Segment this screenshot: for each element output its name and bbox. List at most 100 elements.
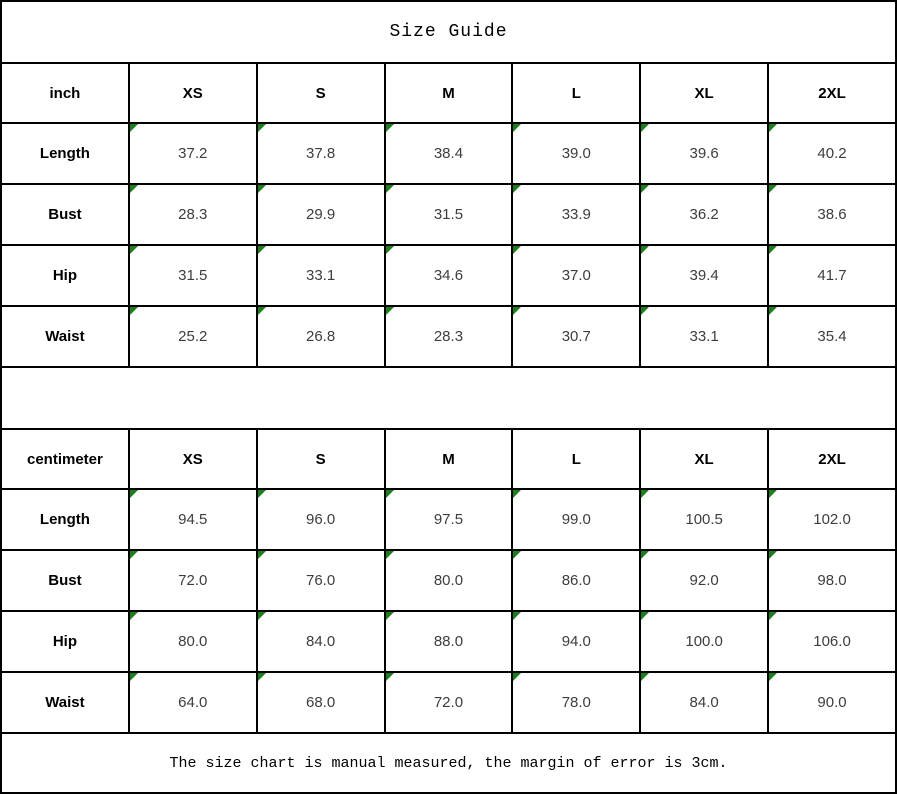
measure-label-cell: Waist bbox=[0, 671, 130, 734]
cell-flag-icon bbox=[514, 674, 522, 681]
size-value-cell: 33.9 bbox=[511, 183, 642, 246]
size-value-cell: 31.5 bbox=[383, 183, 514, 246]
cell-flag-icon bbox=[386, 613, 394, 620]
cell-flag-icon bbox=[386, 308, 394, 315]
table-row: Bust 72.0 76.0 80.0 86.0 92.0 98.0 bbox=[0, 549, 897, 612]
cell-flag-icon bbox=[514, 186, 522, 193]
size-value-cell: 72.0 bbox=[383, 671, 514, 734]
cell-flag-icon bbox=[258, 308, 266, 315]
cell-flag-icon bbox=[770, 308, 778, 315]
cell-flag-icon bbox=[642, 613, 650, 620]
size-value-cell: 28.3 bbox=[127, 183, 258, 246]
measure-label-cell: Bust bbox=[0, 183, 130, 246]
unit-header-cell: inch bbox=[0, 62, 130, 124]
cell-flag-icon bbox=[642, 247, 650, 254]
measure-label-cell: Hip bbox=[0, 610, 130, 673]
size-value-cell: 96.0 bbox=[255, 488, 386, 551]
size-value-cell: 30.7 bbox=[511, 305, 642, 368]
size-value-cell: 37.2 bbox=[127, 122, 258, 185]
size-header-cell: S bbox=[255, 428, 386, 490]
cell-flag-icon bbox=[642, 308, 650, 315]
measure-label-cell: Bust bbox=[0, 549, 130, 612]
cell-flag-icon bbox=[386, 125, 394, 132]
cell-flag-icon bbox=[130, 613, 138, 620]
size-value-cell: 94.5 bbox=[127, 488, 258, 551]
size-value-cell: 26.8 bbox=[255, 305, 386, 368]
size-value-cell: 72.0 bbox=[127, 549, 258, 612]
size-value-cell: 38.4 bbox=[383, 122, 514, 185]
cell-flag-icon bbox=[258, 674, 266, 681]
cell-flag-icon bbox=[130, 125, 138, 132]
size-header-cell: XS bbox=[127, 62, 258, 124]
cell-flag-icon bbox=[130, 674, 138, 681]
cell-flag-icon bbox=[642, 491, 650, 498]
table-row: Hip 31.5 33.1 34.6 37.0 39.4 41.7 bbox=[0, 244, 897, 307]
footer-row: The size chart is manual measured, the m… bbox=[0, 732, 897, 794]
cell-flag-icon bbox=[770, 552, 778, 559]
size-value-cell: 100.0 bbox=[639, 610, 770, 673]
cell-flag-icon bbox=[258, 186, 266, 193]
table-row: Length 94.5 96.0 97.5 99.0 100.5 102.0 bbox=[0, 488, 897, 551]
size-value-cell: 99.0 bbox=[511, 488, 642, 551]
size-value-cell: 41.7 bbox=[767, 244, 897, 307]
cell-flag-icon bbox=[130, 186, 138, 193]
spacer-cell bbox=[0, 366, 897, 430]
cell-flag-icon bbox=[642, 552, 650, 559]
cell-flag-icon bbox=[514, 613, 522, 620]
footer-note: The size chart is manual measured, the m… bbox=[0, 732, 897, 794]
size-header-cell: XS bbox=[127, 428, 258, 490]
cell-flag-icon bbox=[770, 674, 778, 681]
cell-flag-icon bbox=[514, 491, 522, 498]
measure-label-cell: Waist bbox=[0, 305, 130, 368]
size-value-cell: 76.0 bbox=[255, 549, 386, 612]
size-header-cell: XL bbox=[639, 62, 770, 124]
size-value-cell: 84.0 bbox=[255, 610, 386, 673]
cell-flag-icon bbox=[258, 247, 266, 254]
size-value-cell: 39.4 bbox=[639, 244, 770, 307]
cell-flag-icon bbox=[770, 613, 778, 620]
page-title: Size Guide bbox=[0, 0, 897, 64]
measure-label-cell: Length bbox=[0, 122, 130, 185]
table-row: Hip 80.0 84.0 88.0 94.0 100.0 106.0 bbox=[0, 610, 897, 673]
cell-flag-icon bbox=[770, 125, 778, 132]
centimeter-header-row: centimeter XS S M L XL 2XL bbox=[0, 428, 897, 490]
cell-flag-icon bbox=[770, 491, 778, 498]
size-value-cell: 39.6 bbox=[639, 122, 770, 185]
cell-flag-icon bbox=[514, 125, 522, 132]
size-value-cell: 35.4 bbox=[767, 305, 897, 368]
size-value-cell: 106.0 bbox=[767, 610, 897, 673]
cell-flag-icon bbox=[258, 491, 266, 498]
table-row: Waist 25.2 26.8 28.3 30.7 33.1 35.4 bbox=[0, 305, 897, 368]
title-row: Size Guide bbox=[0, 0, 897, 64]
cell-flag-icon bbox=[386, 247, 394, 254]
cell-flag-icon bbox=[130, 308, 138, 315]
table-row: Waist 64.0 68.0 72.0 78.0 84.0 90.0 bbox=[0, 671, 897, 734]
size-header-cell: XL bbox=[639, 428, 770, 490]
size-value-cell: 37.0 bbox=[511, 244, 642, 307]
size-header-cell: L bbox=[511, 62, 642, 124]
size-value-cell: 25.2 bbox=[127, 305, 258, 368]
size-value-cell: 38.6 bbox=[767, 183, 897, 246]
cell-flag-icon bbox=[514, 308, 522, 315]
size-value-cell: 37.8 bbox=[255, 122, 386, 185]
size-value-cell: 102.0 bbox=[767, 488, 897, 551]
cell-flag-icon bbox=[386, 186, 394, 193]
size-value-cell: 33.1 bbox=[255, 244, 386, 307]
size-header-cell: 2XL bbox=[767, 428, 897, 490]
size-value-cell: 28.3 bbox=[383, 305, 514, 368]
cell-flag-icon bbox=[642, 125, 650, 132]
cell-flag-icon bbox=[386, 491, 394, 498]
size-value-cell: 34.6 bbox=[383, 244, 514, 307]
inch-header-row: inch XS S M L XL 2XL bbox=[0, 62, 897, 124]
cell-flag-icon bbox=[130, 491, 138, 498]
size-value-cell: 29.9 bbox=[255, 183, 386, 246]
size-value-cell: 97.5 bbox=[383, 488, 514, 551]
size-value-cell: 84.0 bbox=[639, 671, 770, 734]
size-header-cell: L bbox=[511, 428, 642, 490]
cell-flag-icon bbox=[258, 552, 266, 559]
size-value-cell: 92.0 bbox=[639, 549, 770, 612]
size-header-cell: 2XL bbox=[767, 62, 897, 124]
size-header-cell: M bbox=[383, 62, 514, 124]
size-value-cell: 78.0 bbox=[511, 671, 642, 734]
